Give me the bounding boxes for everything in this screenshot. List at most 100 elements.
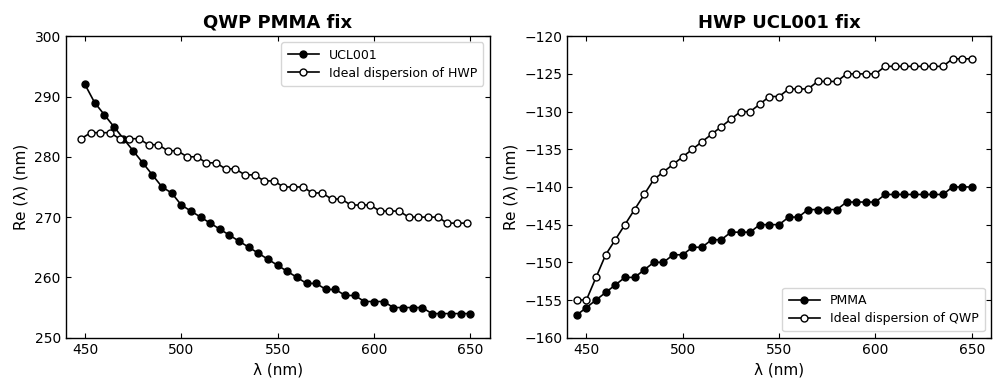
Ideal dispersion of QWP [590, 275, 602, 280]
X-axis label: λ (nm): λ (nm) [754, 362, 804, 377]
Ideal dispersion of QWP [879, 64, 891, 69]
Ideal dispersion of HWP [267, 179, 279, 183]
PMMA [908, 192, 920, 197]
UCL001 [445, 311, 457, 316]
Ideal dispersion of QWP [869, 72, 881, 76]
UCL001 [204, 221, 216, 226]
Ideal dispersion of QWP [783, 87, 795, 91]
Ideal dispersion of HWP [326, 197, 338, 201]
UCL001 [320, 287, 332, 292]
Ideal dispersion of HWP [345, 203, 357, 207]
Ideal dispersion of HWP [451, 221, 463, 226]
PMMA [628, 275, 640, 280]
Ideal dispersion of HWP [172, 149, 184, 153]
PMMA [831, 207, 843, 212]
UCL001 [330, 287, 342, 292]
UCL001 [127, 149, 139, 153]
PMMA [860, 200, 872, 204]
Ideal dispersion of HWP [248, 172, 260, 177]
Ideal dispersion of QWP [657, 170, 669, 174]
Line: Ideal dispersion of HWP: Ideal dispersion of HWP [77, 129, 470, 227]
PMMA [918, 192, 930, 197]
PMMA [850, 200, 862, 204]
Ideal dispersion of HWP [287, 185, 299, 189]
Ideal dispersion of QWP [619, 222, 631, 227]
Ideal dispersion of QWP [918, 64, 930, 69]
PMMA [783, 215, 795, 219]
Ideal dispersion of HWP [162, 149, 174, 153]
X-axis label: λ (nm): λ (nm) [252, 362, 303, 377]
PMMA [609, 283, 621, 287]
PMMA [735, 230, 747, 235]
PMMA [764, 222, 776, 227]
UCL001 [137, 160, 149, 165]
Legend: PMMA, Ideal dispersion of QWP: PMMA, Ideal dispersion of QWP [782, 288, 985, 332]
Ideal dispersion of QWP [956, 56, 968, 61]
UCL001 [290, 275, 303, 280]
Ideal dispersion of QWP [706, 132, 718, 136]
UCL001 [88, 100, 101, 105]
PMMA [956, 185, 968, 189]
UCL001 [271, 263, 283, 268]
PMMA [580, 305, 592, 310]
Ideal dispersion of QWP [571, 298, 583, 302]
Ideal dispersion of QWP [908, 64, 920, 69]
Ideal dispersion of QWP [667, 162, 679, 167]
PMMA [802, 207, 814, 212]
PMMA [947, 185, 959, 189]
PMMA [812, 207, 824, 212]
Ideal dispersion of QWP [831, 79, 843, 84]
Ideal dispersion of QWP [898, 64, 911, 69]
PMMA [667, 253, 679, 257]
Ideal dispersion of QWP [764, 94, 776, 99]
Ideal dispersion of QWP [937, 64, 949, 69]
PMMA [821, 207, 833, 212]
Ideal dispersion of HWP [316, 191, 328, 196]
UCL001 [175, 203, 187, 207]
Ideal dispersion of HWP [296, 185, 309, 189]
Title: HWP UCL001 fix: HWP UCL001 fix [697, 14, 860, 32]
UCL001 [233, 239, 245, 244]
UCL001 [407, 305, 419, 310]
Ideal dispersion of QWP [947, 56, 959, 61]
Ideal dispersion of HWP [441, 221, 453, 226]
Ideal dispersion of QWP [821, 79, 833, 84]
PMMA [840, 200, 852, 204]
Ideal dispersion of HWP [336, 197, 348, 201]
Ideal dispersion of HWP [431, 215, 443, 219]
UCL001 [397, 305, 409, 310]
Ideal dispersion of HWP [143, 142, 155, 147]
Ideal dispersion of QWP [609, 237, 621, 242]
Ideal dispersion of HWP [114, 136, 126, 141]
Line: PMMA: PMMA [573, 183, 975, 319]
Y-axis label: Re (λ) (nm): Re (λ) (nm) [504, 144, 519, 230]
PMMA [725, 230, 737, 235]
Ideal dispersion of QWP [580, 298, 592, 302]
PMMA [676, 253, 688, 257]
Ideal dispersion of HWP [152, 142, 164, 147]
UCL001 [300, 281, 313, 286]
Ideal dispersion of QWP [840, 72, 852, 76]
PMMA [706, 237, 718, 242]
Ideal dispersion of QWP [792, 87, 804, 91]
Line: Ideal dispersion of QWP: Ideal dispersion of QWP [573, 56, 975, 303]
Ideal dispersion of QWP [628, 207, 640, 212]
UCL001 [214, 227, 226, 231]
PMMA [648, 260, 660, 265]
UCL001 [147, 172, 159, 177]
PMMA [696, 245, 709, 249]
Ideal dispersion of QWP [888, 64, 900, 69]
Ideal dispersion of QWP [754, 102, 766, 106]
PMMA [590, 298, 602, 302]
Ideal dispersion of HWP [84, 130, 96, 135]
Ideal dispersion of QWP [860, 72, 872, 76]
PMMA [571, 313, 583, 317]
Ideal dispersion of HWP [384, 209, 396, 213]
Ideal dispersion of HWP [393, 209, 405, 213]
Ideal dispersion of HWP [374, 209, 386, 213]
Ideal dispersion of QWP [735, 109, 747, 114]
UCL001 [195, 215, 207, 219]
Ideal dispersion of HWP [307, 191, 319, 196]
Ideal dispersion of HWP [239, 172, 251, 177]
UCL001 [349, 293, 361, 298]
